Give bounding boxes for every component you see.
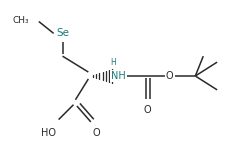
Text: Se: Se [56,28,69,38]
Text: O: O [166,71,173,81]
Text: H: H [110,58,116,67]
Text: HO: HO [41,127,56,138]
Text: O: O [144,105,152,115]
Text: CH₃: CH₃ [12,16,29,25]
Text: O: O [93,127,100,138]
Text: NH: NH [111,71,125,81]
